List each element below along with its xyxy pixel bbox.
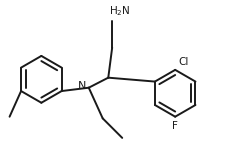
Text: H$_2$N: H$_2$N bbox=[110, 4, 131, 18]
Text: F: F bbox=[172, 121, 178, 131]
Text: Cl: Cl bbox=[178, 57, 188, 67]
Text: N: N bbox=[78, 81, 86, 91]
